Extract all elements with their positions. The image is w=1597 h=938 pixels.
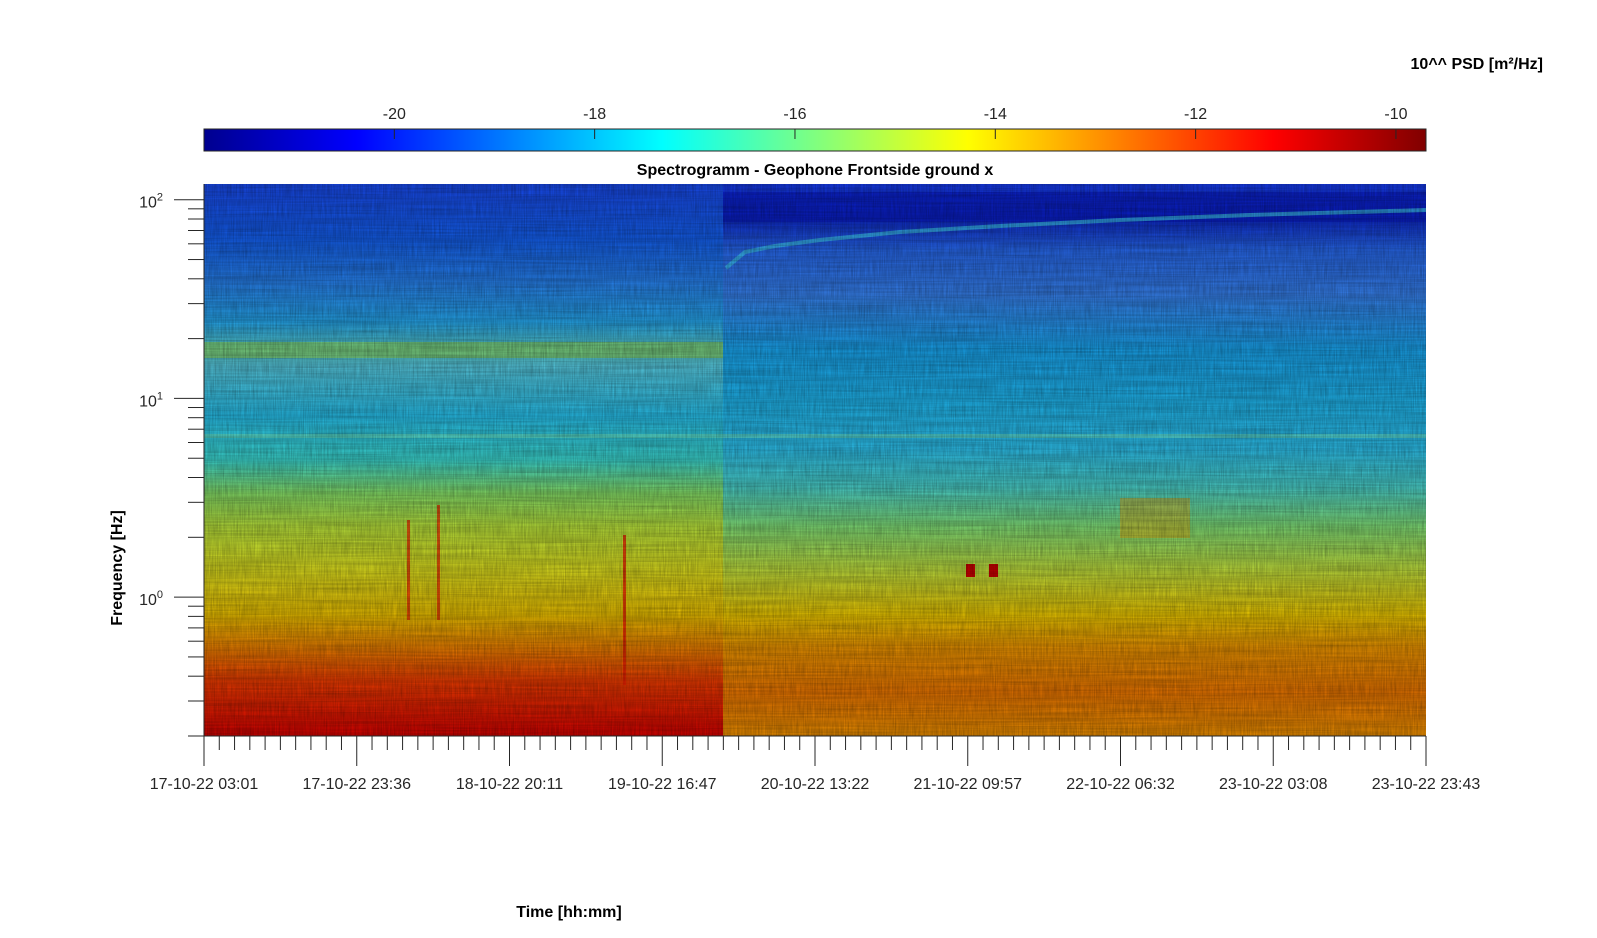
x-tick-label: 19-10-22 16:47: [608, 776, 717, 793]
colorbar-tick-label: -10: [1384, 106, 1407, 123]
colorbar-tick-label: -14: [984, 106, 1007, 123]
x-tick-label: 21-10-22 09:57: [913, 776, 1022, 793]
y-axis-label: Frequency [Hz]: [109, 510, 126, 626]
y-axis: 100 101 102: [139, 184, 205, 737]
x-ticks: 17-10-22 03:01 17-10-22 23:36 18-10-22 20:…: [150, 736, 1481, 793]
x-axis: 17-10-22 03:01 17-10-22 23:36 18-10-22 20:…: [150, 735, 1481, 793]
colorbar-tick-label: -20: [383, 106, 406, 123]
x-tick-label: 23-10-22 03:08: [1219, 776, 1328, 793]
x-tick-label: 23-10-22 23:43: [1372, 776, 1481, 793]
x-tick-label: 22-10-22 06:32: [1066, 776, 1175, 793]
x-tick-label: 17-10-22 03:01: [150, 776, 259, 793]
colorbar-tick-label: -18: [583, 106, 606, 123]
chart-title: Spectrogramm - Geophone Frontside ground…: [637, 162, 994, 179]
colorbar-ticks: -20 -18 -16 -14 -12 -10: [383, 106, 1408, 139]
colorbar: -20 -18 -16 -14 -12 -10: [203, 106, 1427, 152]
y-tick-label: 102: [139, 192, 163, 212]
y-minor-ticks: [188, 208, 204, 737]
heatmap-features: [204, 184, 1426, 736]
y-tick-label: 101: [139, 390, 163, 410]
heatmap-area: [204, 184, 1426, 736]
y-major-ticks: 100 101 102: [139, 192, 204, 609]
x-axis-label: Time [hh:mm]: [516, 904, 621, 921]
x-tick-label: 20-10-22 13:22: [761, 776, 870, 793]
texture-horizontal: [204, 184, 1426, 736]
colorbar-tick-label: -16: [783, 106, 806, 123]
colorbar-tick-label: -12: [1184, 106, 1207, 123]
x-tick-label: 18-10-22 20:11: [456, 776, 563, 793]
colorbar-bar: [203, 128, 1427, 152]
x-tick-label: 17-10-22 23:36: [302, 776, 411, 793]
colorbar-label: 10^^ PSD [m²/Hz]: [1411, 56, 1543, 73]
y-tick-label: 100: [139, 589, 163, 609]
